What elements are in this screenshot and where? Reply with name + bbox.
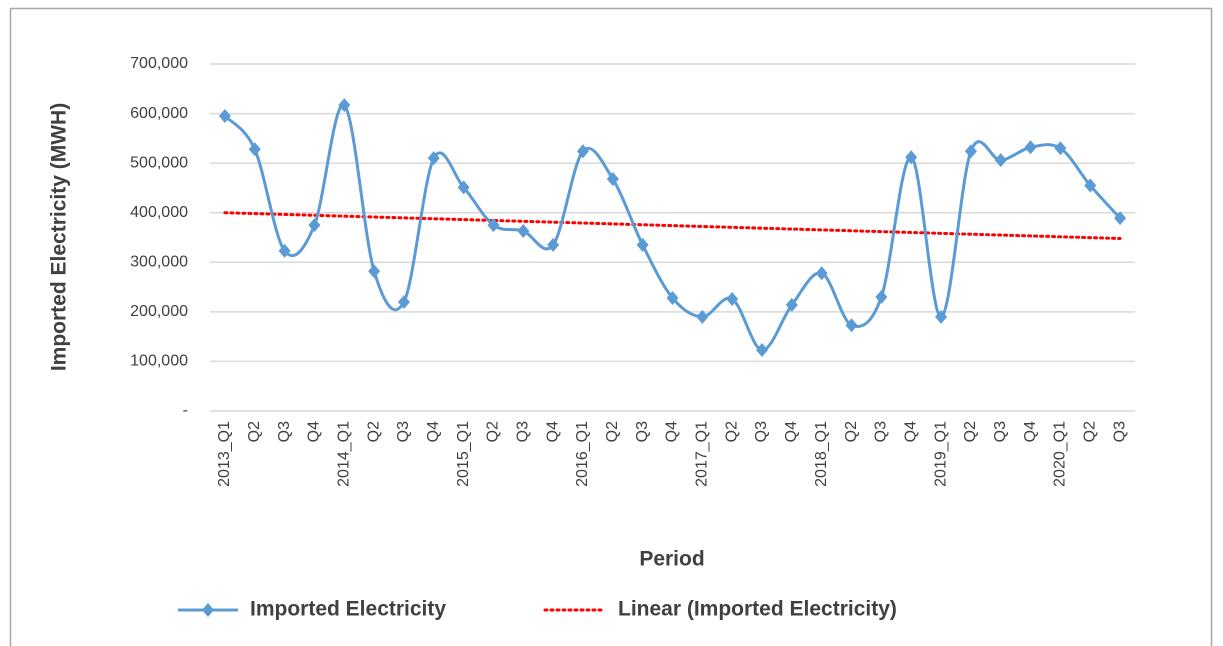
legend-marker [202,603,214,617]
marker [1024,140,1037,155]
marker [636,237,649,252]
x-tick-label: Q2 [365,421,382,442]
marker [785,297,798,312]
x-tick-label: Q2 [1081,421,1098,442]
x-tick-label: Q2 [246,421,263,442]
x-tick-label: Q3 [515,421,532,442]
marker [547,237,560,252]
marker [666,290,679,305]
x-tick-label: Q4 [306,421,323,442]
y-tick-label: 400,000 [130,204,188,221]
x-tick-label: Q2 [843,421,860,442]
marker [905,150,918,165]
trendline [223,211,1122,240]
marker [368,264,381,279]
marker [875,289,888,304]
marker [756,343,769,358]
x-tick-label: 2014_Q1 [335,421,352,487]
x-tick-label: Q2 [485,421,502,442]
x-tick-label: Q2 [723,421,740,442]
marker [397,294,410,309]
x-tick-label: Q3 [1111,421,1128,442]
marker [576,144,589,159]
marker [964,144,977,159]
marker [994,153,1007,168]
x-tick-label: Q4 [664,421,681,442]
legend-label: Imported Electricity [250,598,446,621]
y-tick-label: 300,000 [130,254,188,271]
x-tick-label: 2013_Q1 [216,421,233,487]
y-axis-title: Imported Electricity (MWH) [48,103,71,371]
marker [845,318,858,333]
marker [218,109,231,124]
marker [815,266,828,281]
y-tick-label: 500,000 [130,154,188,171]
x-tick-label: 2016_Q1 [574,421,591,487]
marker [308,218,321,233]
x-tick-label: Q4 [544,421,561,442]
marker [248,142,261,157]
y-tick-label: - [183,402,188,419]
marker [278,243,291,258]
x-tick-label: Q2 [962,421,979,442]
x-tick-label: Q3 [992,421,1009,442]
x-tick-label: 2018_Q1 [813,421,830,487]
y-tick-label: 200,000 [130,303,188,320]
x-tick-label: Q2 [604,421,621,442]
x-tick-label: 2020_Q1 [1052,421,1069,487]
marker [457,180,470,195]
marker [726,291,739,306]
x-tick-label: Q3 [276,421,293,442]
chart-border [9,7,1213,646]
marker [935,309,948,324]
marker [1054,141,1067,156]
x-tick-label: Q4 [425,421,442,442]
marker [338,98,351,113]
marker [427,151,440,166]
x-tick-label: Q3 [873,421,890,442]
x-tick-label: Q3 [634,421,651,442]
marker [1084,178,1097,193]
x-tick-label: Q3 [753,421,770,442]
series-line [223,103,1122,352]
x-tick-label: 2015_Q1 [455,421,472,487]
y-tick-label: 700,000 [130,55,188,72]
legend-label: Linear (Imported Electricity) [618,598,897,621]
x-tick-label: Q4 [783,421,800,442]
x-tick-label: Q4 [1022,421,1039,442]
x-tick-label: 2017_Q1 [694,421,711,487]
marker [606,172,619,187]
marker [696,309,709,324]
x-axis-title: Period [639,548,704,571]
marker [1114,211,1127,226]
x-tick-label: 2019_Q1 [932,421,949,487]
y-tick-label: 600,000 [130,105,188,122]
marker [487,218,500,233]
x-tick-label: Q3 [395,421,412,442]
marker [517,224,530,239]
x-tick-label: Q4 [902,421,919,442]
y-tick-label: 100,000 [130,353,188,370]
